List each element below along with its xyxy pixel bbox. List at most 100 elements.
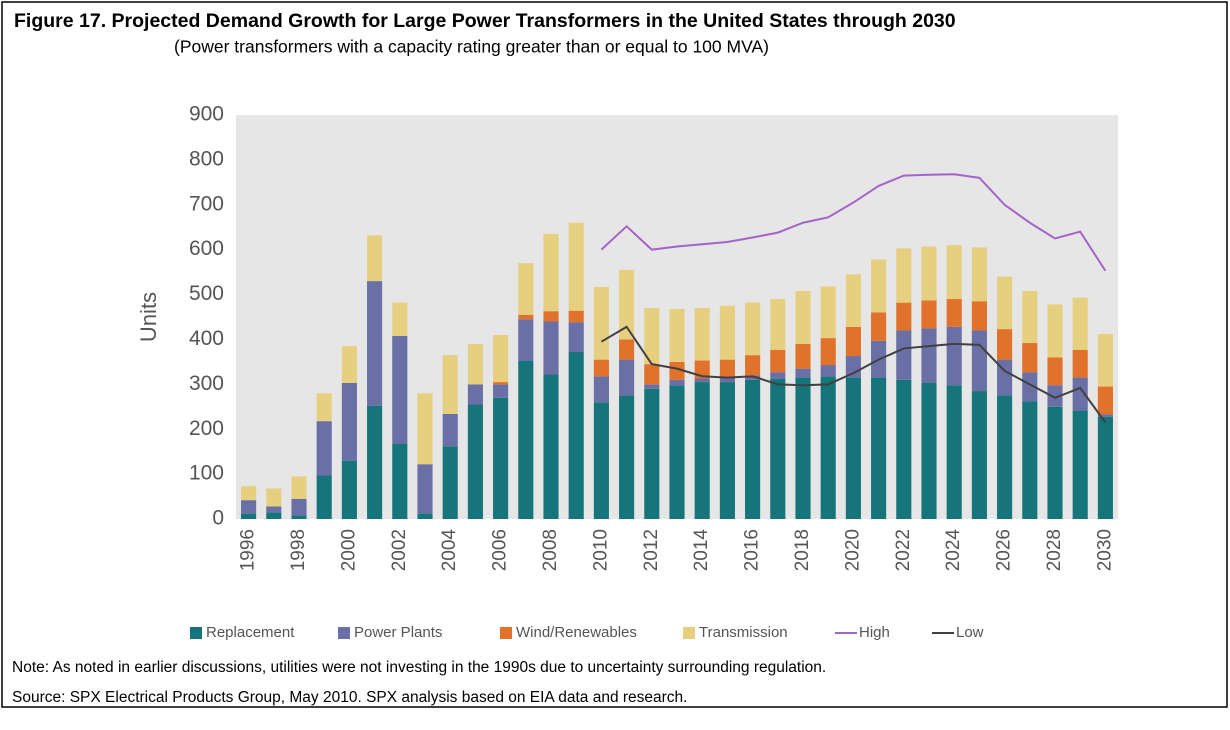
x-tick-label: 2004 (439, 529, 460, 572)
bar-segment (871, 312, 887, 341)
legend-swatch (338, 627, 350, 639)
y-tick-label: 500 (189, 282, 224, 305)
bar-segment (795, 368, 811, 378)
bar-segment (266, 506, 282, 513)
bar-segment (392, 302, 408, 336)
bar-segment (493, 334, 509, 383)
bar-segment (971, 330, 987, 392)
bar-segment (467, 404, 483, 519)
y-tick-label: 700 (189, 192, 224, 215)
legend-label: Power Plants (354, 624, 442, 641)
x-tick-label: 2028 (1044, 529, 1065, 571)
legend-label: Low (956, 624, 984, 641)
bar-segment (770, 349, 786, 373)
bar-segment (493, 384, 509, 398)
bar-segment (417, 513, 433, 519)
frame (1, 1, 1228, 708)
bar-segment (1022, 401, 1038, 519)
bar-segment (619, 339, 635, 360)
bar-segment (367, 405, 383, 519)
bar-segment (719, 377, 735, 383)
bar-segment (669, 308, 685, 362)
bar-segment (543, 233, 559, 312)
x-tick-label: 2002 (389, 529, 410, 571)
bar-segment (694, 382, 710, 519)
bar-segment (442, 446, 458, 519)
bar-segment (719, 382, 735, 519)
bar-segment (341, 382, 357, 461)
legend-swatch (683, 627, 695, 639)
y-tick-label: 400 (189, 327, 224, 350)
bar-segment (1022, 372, 1038, 402)
bar-segment (367, 235, 383, 282)
bar-segment (417, 464, 433, 514)
bar-segment (669, 361, 685, 380)
bar-segment (291, 515, 307, 519)
bar-segment (619, 269, 635, 340)
bar-segment (241, 513, 257, 519)
bar-segment (971, 391, 987, 519)
bar-segment (745, 379, 761, 519)
bar-segment (568, 222, 584, 311)
bar-segment (1072, 410, 1088, 519)
y-tick-label: 900 (189, 103, 224, 126)
bar-segment (341, 460, 357, 519)
bar-segment (442, 355, 458, 414)
y-tick-label: 100 (189, 462, 224, 485)
bar-segment (719, 305, 735, 360)
y-tick-label: 600 (189, 237, 224, 260)
bar-segment (946, 326, 962, 386)
x-tick-label: 2014 (691, 529, 712, 572)
y-tick-label: 800 (189, 147, 224, 170)
bar-segment (795, 377, 811, 519)
x-tick-label: 2030 (1094, 529, 1115, 571)
bar-segment (921, 246, 937, 301)
bar-segment (1022, 290, 1038, 344)
bar-segment (1097, 414, 1113, 417)
bar-segment (1047, 385, 1063, 407)
bar-segment (770, 378, 786, 519)
bar-segment (971, 247, 987, 302)
bar-segment (593, 402, 609, 519)
bar-segment (644, 364, 660, 385)
y-tick-label: 200 (189, 417, 224, 440)
legend-swatch (190, 627, 202, 639)
bar-segment (745, 375, 761, 380)
bar-segment (518, 319, 534, 361)
legend-label: High (859, 624, 890, 641)
bar-segment (1022, 343, 1038, 373)
legend-swatch (500, 627, 512, 639)
y-tick-label: 300 (189, 372, 224, 395)
bar-segment (694, 378, 710, 383)
bar-segment (543, 321, 559, 375)
x-tick-label: 2018 (792, 529, 813, 571)
x-tick-label: 1998 (288, 529, 309, 571)
bar-segment (392, 335, 408, 444)
bar-segment (518, 314, 534, 320)
bar-segment (1097, 334, 1113, 387)
x-tick-label: 2006 (490, 529, 511, 571)
bar-segment (820, 286, 836, 339)
bar-segment (241, 500, 257, 514)
x-tick-label: 2010 (590, 529, 611, 571)
bar-segment (946, 299, 962, 327)
bar-segment (593, 359, 609, 377)
bar-segment (543, 374, 559, 519)
bar-segment (997, 359, 1013, 396)
x-tick-label: 2012 (641, 529, 662, 571)
bar-segment (921, 328, 937, 383)
x-tick-label: 1996 (238, 529, 259, 571)
bar-segment (316, 475, 332, 519)
bar-segment (971, 301, 987, 331)
bar-segment (593, 286, 609, 360)
bar-segment (770, 372, 786, 379)
bar-segment (669, 379, 685, 386)
bar-segment (997, 276, 1013, 330)
bar-segment (493, 397, 509, 519)
bar-segment (241, 486, 257, 501)
bar-segment (845, 274, 861, 327)
bar-segment (1047, 357, 1063, 386)
bar-segment (694, 308, 710, 361)
bar-segment (745, 355, 761, 376)
